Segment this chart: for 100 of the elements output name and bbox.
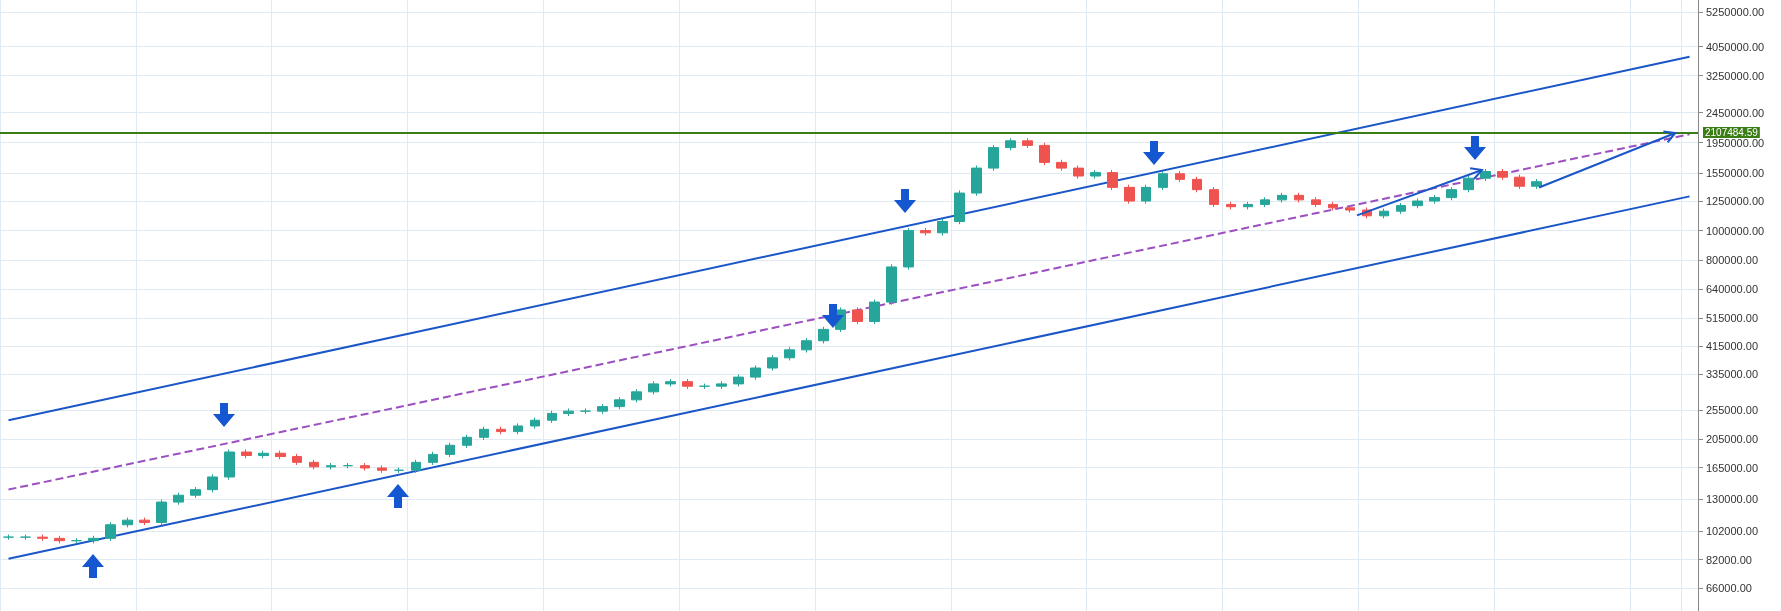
candlestick: [1345, 204, 1355, 214]
y-tick-label: 2450000.00: [1706, 106, 1765, 119]
candlestick: [377, 464, 387, 474]
candlestick: [1073, 165, 1084, 180]
candlestick: [1531, 178, 1542, 190]
candlestick: [1480, 168, 1491, 182]
candlestick: [190, 486, 201, 499]
candlestick: [207, 473, 218, 493]
y-tick-label: 5250000.00: [1706, 6, 1765, 19]
candlestick: [716, 380, 727, 390]
y-tick-label: 130000.00: [1706, 493, 1758, 506]
candlestick: [1311, 196, 1321, 208]
y-tick-label: 4050000.00: [1706, 40, 1765, 53]
y-tick-label: 515000.00: [1706, 311, 1758, 324]
y-tick-label: 3250000.00: [1706, 69, 1765, 82]
candlestick: [1022, 137, 1033, 149]
candlestick: [852, 306, 863, 325]
y-tick-label: 255000.00: [1706, 404, 1758, 417]
candlestick: [1412, 197, 1423, 209]
candlestick: [1175, 170, 1185, 183]
candlestick: [631, 388, 642, 403]
candlestick: [597, 403, 608, 415]
candlestick: [1090, 169, 1101, 180]
candlestick: [767, 354, 778, 372]
y-tick-label: 415000.00: [1706, 340, 1758, 353]
candlestick: [614, 396, 625, 410]
candlestick: [903, 227, 914, 271]
y-tick-label: 102000.00: [1706, 524, 1758, 537]
y-tick-label: 66000.00: [1706, 582, 1752, 595]
candlestick: [665, 378, 676, 388]
candlestick: [954, 189, 965, 225]
candlestick: [1056, 159, 1067, 172]
candlestick: [156, 499, 167, 526]
candlestick: [105, 521, 116, 542]
candlestick: [445, 442, 455, 458]
y-tick-label: 82000.00: [1706, 553, 1752, 566]
y-tick-label: 1250000.00: [1706, 195, 1765, 208]
candlestick: [563, 408, 574, 417]
candlestick: [122, 517, 133, 528]
candlestick: [1497, 168, 1508, 181]
candlestick: [258, 450, 269, 459]
candlestick: [20, 534, 31, 541]
candlestick: [1277, 192, 1287, 203]
candlestick: [1209, 186, 1219, 208]
candlestick: [1463, 175, 1474, 193]
candlestick: [394, 467, 404, 474]
candlestick: [513, 422, 523, 435]
candlestick: [496, 426, 506, 435]
candlestick: [1005, 137, 1016, 151]
candlestick: [547, 410, 557, 424]
candlestick: [869, 299, 880, 325]
candlestick: [920, 227, 931, 236]
candlestick: [784, 346, 795, 361]
candlestick: [1396, 202, 1406, 215]
candlestick: [648, 380, 659, 395]
candlestick: [3, 534, 14, 541]
candlestick: [1260, 196, 1270, 208]
candlestick: [54, 535, 65, 544]
candlestick: [580, 408, 591, 415]
candlestick: [886, 263, 897, 306]
candlestick: [818, 326, 829, 344]
candlestick: [71, 537, 82, 544]
candlestick: [428, 451, 438, 466]
y-tick-label: 800000.00: [1706, 253, 1758, 266]
candlestick: [971, 165, 982, 197]
candlestick: [733, 373, 744, 388]
candlestick: [241, 448, 252, 459]
candlestick: [750, 364, 761, 381]
candlestick: [1294, 192, 1304, 203]
candlestick: [479, 426, 489, 441]
candlestick: [1107, 169, 1118, 191]
candlestick: [1514, 174, 1525, 190]
candlestick: [309, 459, 319, 470]
candlestick: [1158, 170, 1168, 191]
candlestick: [173, 492, 184, 506]
candlestick: [88, 535, 99, 544]
candlestick: [224, 448, 235, 481]
candlestick: [1446, 186, 1457, 201]
candlestick: [699, 383, 710, 390]
candlestick: [1328, 201, 1338, 211]
ref-line-label: 2107484.59: [1705, 127, 1759, 139]
candlestick: [1243, 201, 1253, 210]
y-tick-label: 165000.00: [1706, 461, 1758, 474]
candlestick: [292, 453, 302, 466]
candlestick: [326, 462, 336, 470]
y-tick-label: 1550000.00: [1706, 166, 1765, 179]
candlestick: [1379, 208, 1389, 219]
candlestick: [1124, 184, 1135, 205]
y-tick-label: 640000.00: [1706, 283, 1758, 296]
candlestick: [139, 517, 150, 526]
candlestick: [682, 378, 693, 390]
candlestick: [37, 534, 48, 542]
candlestick: [530, 417, 540, 430]
candlestick: [988, 144, 999, 172]
candlestick: [1226, 201, 1236, 210]
y-tick-label: 335000.00: [1706, 368, 1758, 381]
candlestick: [343, 462, 353, 469]
candlestick: [1429, 194, 1440, 205]
y-tick-label: 205000.00: [1706, 433, 1758, 446]
y-tick-label: 1950000.00: [1706, 136, 1765, 149]
